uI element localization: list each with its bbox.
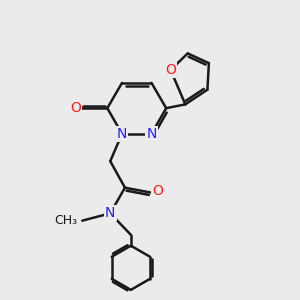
Text: N: N (146, 127, 157, 141)
Text: N: N (105, 206, 116, 220)
Text: N: N (117, 127, 127, 141)
Text: O: O (152, 184, 163, 198)
Text: O: O (70, 101, 81, 115)
Text: O: O (165, 63, 176, 77)
Text: CH₃: CH₃ (54, 214, 77, 227)
